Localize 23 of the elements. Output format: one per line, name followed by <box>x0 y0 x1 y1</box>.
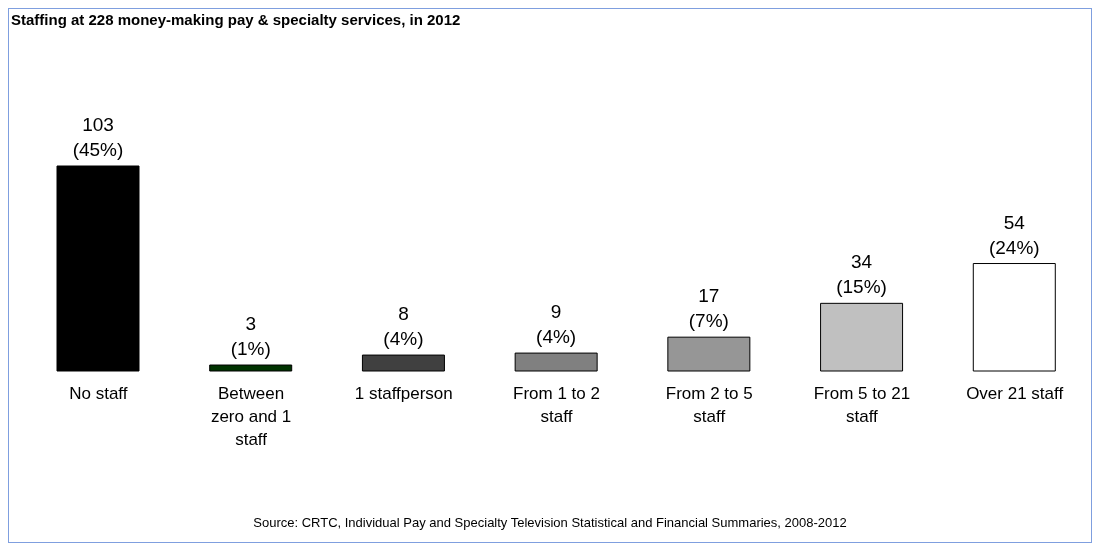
data-label: 103 (45%) <box>72 114 124 160</box>
x-tick-label: From 1 to 2 staff <box>513 384 600 426</box>
bar <box>361 354 445 372</box>
bar <box>972 263 1056 372</box>
bar <box>667 336 751 372</box>
bar <box>209 364 293 372</box>
data-label: 3 (1%) <box>230 313 271 360</box>
chart-title: Staffing at 228 money-making pay & specialty services, in 2012 <box>11 11 461 28</box>
data-label: 9 (4%) <box>536 301 577 348</box>
bar <box>514 352 598 372</box>
x-tick-label: No staff <box>69 384 128 403</box>
bar <box>56 165 140 372</box>
data-label: 17 (7%) <box>688 285 729 332</box>
bar <box>820 302 904 372</box>
x-tick-label: Over 21 staff <box>966 384 1064 403</box>
source-note: Source: CRTC, Individual Pay and Specialty Television Statistical and Financial Summaries, 2008-2012 <box>252 515 848 530</box>
data-label: 8 (4%) <box>383 303 424 350</box>
x-tick-label: From 2 to 5 staff <box>665 384 753 426</box>
data-label: 54 (24%) <box>988 211 1040 258</box>
data-label: 34 (15%) <box>836 251 887 298</box>
x-tick-label: Between zero and 1 staff <box>210 384 292 449</box>
x-tick-label: From 5 to 21 staff <box>813 384 911 426</box>
x-tick-label: 1 staffperson <box>354 384 453 403</box>
